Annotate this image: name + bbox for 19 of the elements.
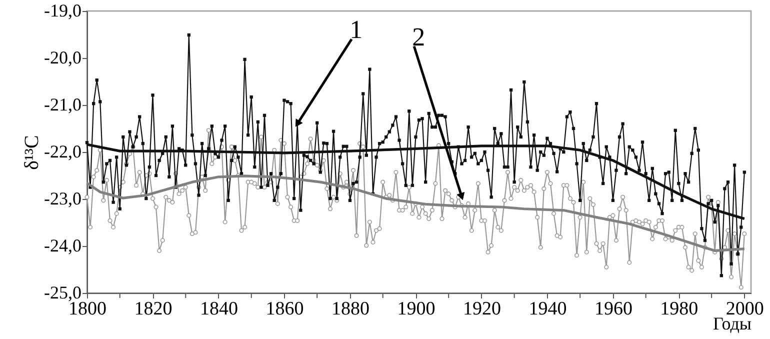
x-tick-label: 1940	[528, 298, 567, 320]
x-tick-label: 1960	[594, 298, 632, 320]
y-tick-label: -21,0	[44, 94, 82, 114]
x-tick-label: 1840	[200, 298, 238, 320]
x-tick-label: 1880	[331, 298, 370, 320]
annotation: 1	[350, 15, 363, 44]
x-tick-label: 1820	[134, 298, 172, 320]
y-tick-label: -23,0	[44, 188, 82, 208]
x-tick-label: 1900	[397, 298, 436, 320]
y-tick-label: -19,0	[44, 0, 82, 20]
x-tick-label: 1980	[660, 298, 698, 320]
y-tick-label: -24,0	[44, 236, 82, 256]
x-tick-label: 1860	[266, 298, 304, 320]
y-tick-label: -20,0	[44, 48, 82, 68]
x-tick-label: 1920	[462, 298, 501, 320]
y-tick-label: -25,0	[44, 282, 82, 302]
y-axis-title: δ¹³C	[21, 135, 44, 170]
annotation: 2	[412, 22, 426, 52]
y-tick-label: -22,0	[44, 142, 82, 162]
